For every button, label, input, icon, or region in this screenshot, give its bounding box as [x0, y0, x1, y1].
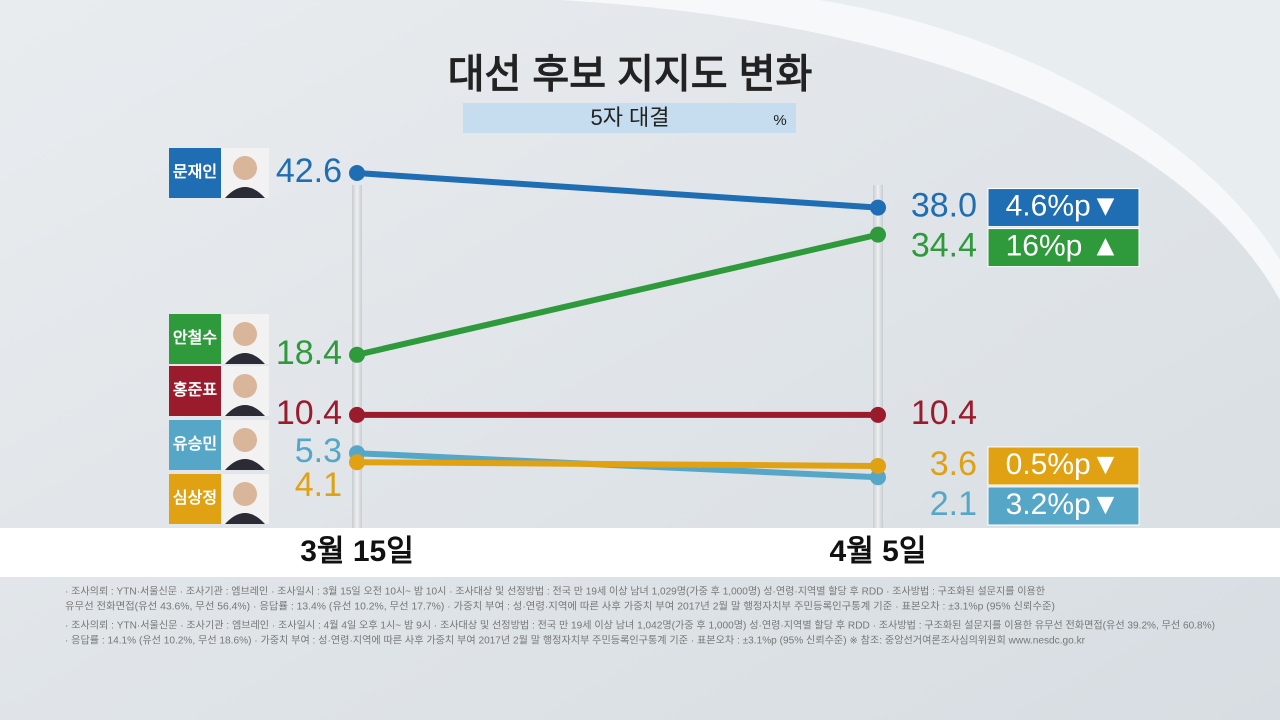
- post: [873, 185, 883, 528]
- point: [870, 469, 886, 486]
- chart-title: 대선 후보 지지도 변화: [448, 53, 813, 97]
- portrait-face: [233, 428, 257, 452]
- footnote: · 조사의뢰 : YTN·서울신문 · 조사기관 : 엠브레인 · 조사일시 :…: [65, 620, 1215, 632]
- value-label: 42.6: [276, 152, 342, 190]
- point: [870, 406, 886, 423]
- x-tick-label: 4월 5일: [830, 535, 927, 568]
- value-label: 34.4: [911, 227, 977, 265]
- point: [349, 406, 365, 423]
- value-label: 38.0: [911, 187, 977, 225]
- change-label: 16%p ▲: [1006, 229, 1121, 262]
- legend-box: [169, 420, 221, 470]
- legend-box: [169, 314, 221, 364]
- portrait-body: [225, 353, 265, 364]
- legend-box: [169, 148, 221, 198]
- portrait-face: [233, 482, 257, 506]
- series-line: [356, 170, 879, 211]
- category-band: [0, 528, 1280, 577]
- value-label: 5.3: [295, 432, 342, 470]
- legend-label: 유승민: [173, 435, 217, 453]
- footnote: · 조사의뢰 : YTN·서울신문 · 조사기관 : 엠브레인 · 조사일시 :…: [65, 586, 1045, 598]
- point: [870, 226, 886, 243]
- series-line: [356, 459, 879, 469]
- legend-label: 심상정: [173, 489, 217, 507]
- value-label: 10.4: [276, 394, 342, 432]
- legend-box: [169, 474, 221, 524]
- plot: 3월 15일 4월 5일 문재인 42.6 38.0 4.6%p▼ 안철수 18.4 34.4 1…: [65, 148, 1215, 647]
- legend-label: 문재인: [173, 163, 217, 181]
- change-label: 4.6%p▼: [1006, 189, 1121, 222]
- portrait-face: [233, 322, 257, 346]
- point: [870, 199, 886, 216]
- portrait-body: [225, 187, 265, 198]
- change-label: 3.2%p▼: [1006, 488, 1121, 521]
- value-label: 3.6: [930, 445, 977, 483]
- point: [349, 165, 365, 182]
- point: [349, 454, 365, 471]
- value-label: 2.1: [930, 485, 977, 523]
- change-box: [987, 228, 1140, 268]
- legend-label: 홍준표: [173, 380, 217, 399]
- x-tick-label: 3월 15일: [300, 535, 414, 568]
- point: [870, 457, 886, 474]
- value-label: 18.4: [276, 334, 342, 372]
- portrait-body: [225, 459, 265, 470]
- point: [349, 346, 365, 363]
- change-box: [987, 446, 1140, 486]
- unit-label: %: [773, 112, 786, 129]
- portrait-face: [233, 374, 257, 398]
- legend-box: [169, 366, 221, 416]
- portrait-face: [233, 156, 257, 180]
- change-label: 0.5%p▼: [1006, 448, 1121, 481]
- legend-label: 안철수: [173, 329, 217, 347]
- subtitle-box: [463, 103, 796, 133]
- value-label: 10.4: [911, 394, 977, 432]
- chart-subtitle: 5자 대결: [590, 105, 669, 130]
- background-swoosh: [820, 0, 1280, 260]
- portrait-body: [225, 405, 265, 416]
- portrait-body: [225, 513, 265, 524]
- value-label: 4.1: [295, 466, 342, 504]
- footnote: · 응답률 : 14.1% (유선 10.2%, 무선 18.6%) · 가중치…: [65, 634, 1086, 647]
- series-line: [356, 231, 879, 358]
- change-box: [987, 188, 1140, 228]
- change-box: [987, 486, 1140, 526]
- footnote: 유무선 전화면접(유선 43.6%, 무선 56.4%) · 응답률 : 13.…: [65, 601, 1055, 613]
